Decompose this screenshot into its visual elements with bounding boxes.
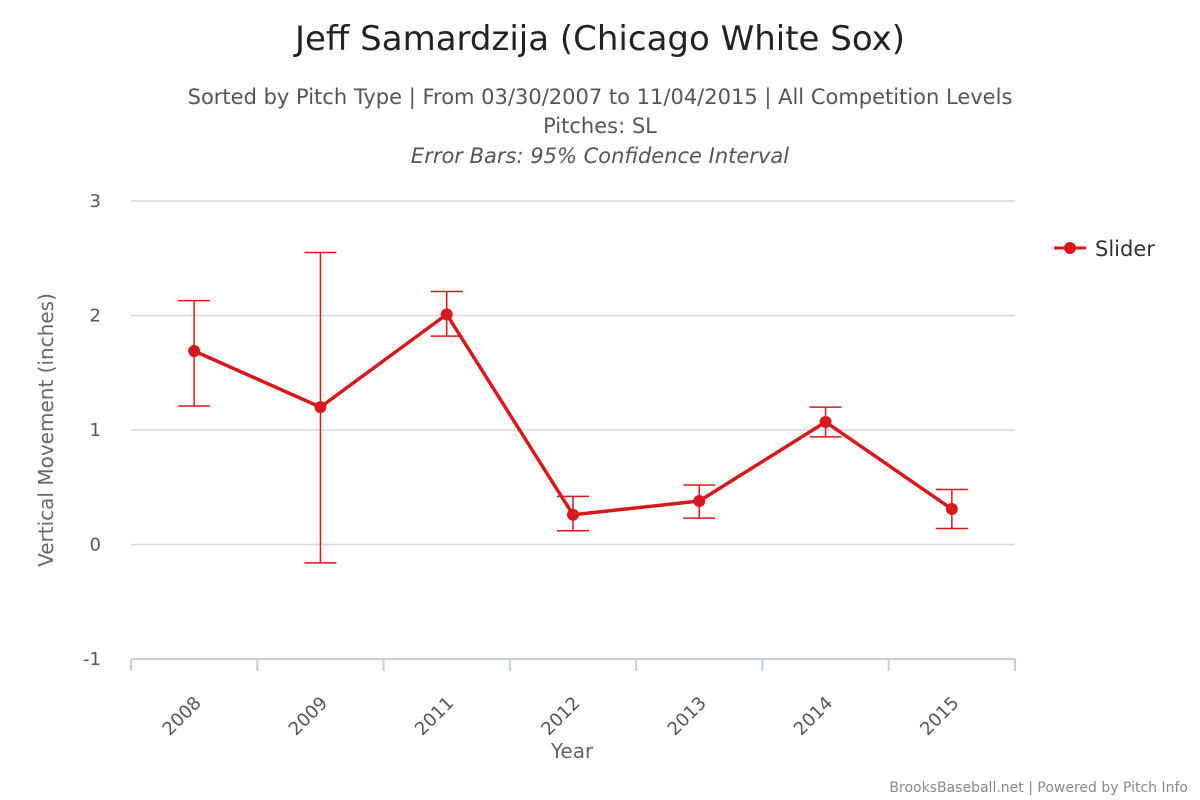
- y-tick-label: 3: [90, 191, 101, 212]
- x-tick-label: 2011: [411, 693, 458, 740]
- y-tick-label: 0: [90, 535, 101, 556]
- x-tick-label: 2015: [916, 693, 963, 740]
- x-tick-label: 2014: [790, 693, 837, 740]
- legend-item-slider[interactable]: Slider: [1054, 237, 1155, 261]
- legend-marker: [1064, 242, 1076, 254]
- x-tick-label: 2012: [537, 693, 584, 740]
- chart-title: Jeff Samardzija (Chicago White Sox): [293, 19, 905, 59]
- x-tick-label: 2008: [158, 693, 205, 740]
- y-tick-label: 2: [90, 306, 101, 327]
- y-axis-label: Vertical Movement (inches): [34, 293, 58, 567]
- x-tick-label: 2013: [664, 693, 711, 740]
- x-axis-label: Year: [550, 739, 594, 763]
- data-point: [819, 415, 832, 428]
- chart-subtitle-pitches: Pitches: SL: [543, 114, 657, 138]
- x-tick-label: 2009: [285, 693, 332, 740]
- data-point: [440, 308, 453, 321]
- data-point: [188, 344, 201, 357]
- chart-subtitle-errorbars: Error Bars: 95% Confidence Interval: [411, 144, 789, 168]
- data-point: [945, 503, 958, 516]
- series-line: [193, 312, 953, 517]
- y-tick-label: -1: [83, 649, 101, 670]
- data-point: [314, 401, 327, 414]
- data-point: [567, 508, 579, 521]
- legend-label: Slider: [1095, 237, 1155, 261]
- chart-subtitle: Sorted by Pitch Type | From 03/30/2007 t…: [188, 85, 1013, 110]
- credit: BrooksBaseball.net | Powered by Pitch In…: [889, 780, 1188, 796]
- y-tick-label: 1: [90, 420, 101, 441]
- data-point: [693, 494, 706, 507]
